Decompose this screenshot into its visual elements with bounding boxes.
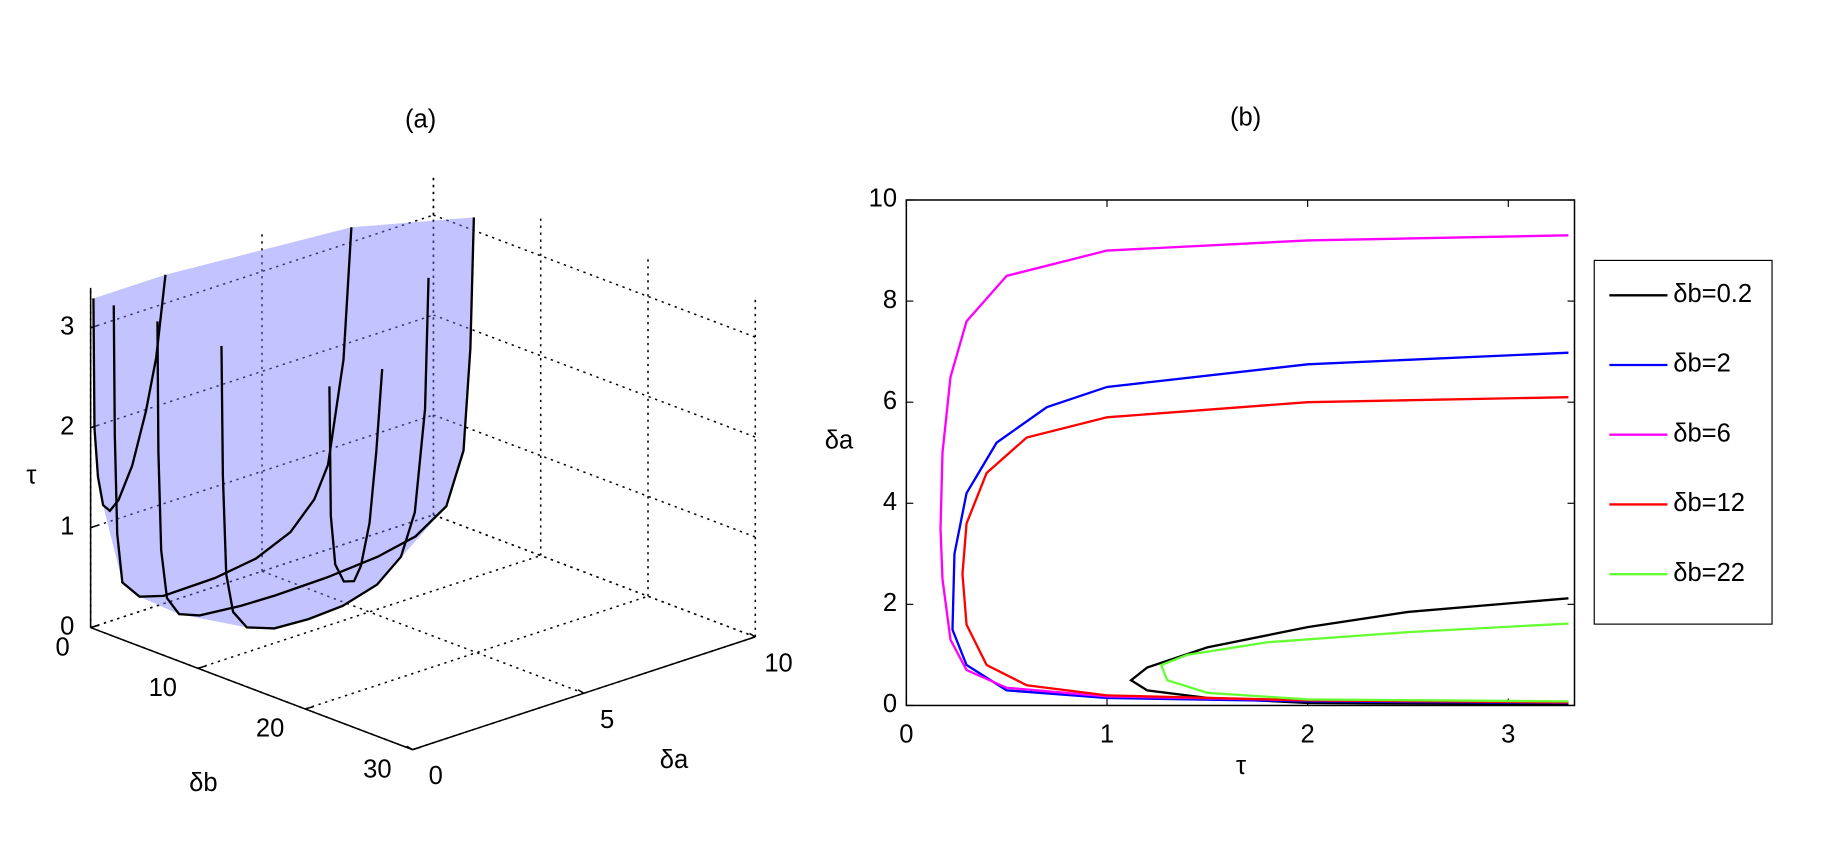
x-tick-label: 3 <box>1501 720 1515 748</box>
x-tick-label: 10 <box>764 650 792 678</box>
legend-label: δb=6 <box>1673 419 1731 447</box>
grid-line <box>304 595 649 710</box>
grid-line <box>433 214 756 338</box>
y-tick-label: 6 <box>883 387 897 415</box>
plot-frame <box>905 199 1576 707</box>
surface <box>92 217 474 629</box>
y-tick-label: 10 <box>149 674 177 702</box>
y-tick-label: 30 <box>363 755 391 783</box>
z-tick-label: 2 <box>60 412 74 440</box>
legend-label: δb=22 <box>1673 559 1745 587</box>
x-tick <box>577 689 585 694</box>
panel-a-title: (a) <box>405 106 436 134</box>
x-tick-label: 0 <box>899 720 913 748</box>
y-tick <box>412 746 421 751</box>
y-tick-label: 4 <box>883 488 897 516</box>
y-axis-label: δb <box>189 769 217 797</box>
z-tick-label: 3 <box>60 313 74 341</box>
x-tick-label: 5 <box>600 706 614 734</box>
z-tick-label: 1 <box>60 512 74 540</box>
y-tick <box>197 665 207 670</box>
z-axis-label: τ <box>26 461 36 489</box>
surface-curve <box>328 368 384 583</box>
surface-curve <box>220 277 430 630</box>
line-series <box>951 351 1569 705</box>
legend-label: δb=0.2 <box>1673 280 1752 308</box>
y-axis-label: δa <box>825 426 854 454</box>
y-tick-label: 0 <box>56 633 70 661</box>
y-tick-label: 8 <box>883 286 897 314</box>
y-tick-label: 0 <box>883 690 897 718</box>
y-tick <box>90 624 99 629</box>
grid-line <box>433 514 756 638</box>
axis-line <box>90 626 413 751</box>
y-tick-label: 2 <box>883 589 897 617</box>
line-series <box>961 396 1569 704</box>
grid-line <box>433 414 756 538</box>
y-tick <box>305 705 314 710</box>
x-tick-label: 0 <box>429 762 443 790</box>
grid-line <box>433 314 756 438</box>
surface-curve <box>92 274 167 513</box>
y-tick-label: 10 <box>869 185 897 213</box>
legend-box <box>1593 259 1773 625</box>
y-tick-label: 20 <box>256 715 284 743</box>
z-tick-label: 0 <box>60 612 74 640</box>
x-tick-label: 2 <box>1301 720 1315 748</box>
surface-curve <box>112 227 353 598</box>
grid-line <box>90 314 434 429</box>
line-series <box>939 234 1569 704</box>
x-axis-label: δa <box>660 746 689 774</box>
panel-b-title: (b) <box>1230 103 1261 131</box>
grid-line <box>261 570 585 694</box>
grid-line <box>90 514 434 629</box>
grid-line <box>90 414 434 529</box>
grid-line <box>433 514 756 638</box>
surface-curve <box>156 217 476 617</box>
line-series <box>1159 622 1569 703</box>
x-tick <box>406 745 413 751</box>
legend-label: δb=12 <box>1673 489 1745 517</box>
grid-line <box>197 554 541 669</box>
x-tick <box>749 632 756 638</box>
legend-label: δb=2 <box>1673 350 1731 378</box>
grid-line <box>90 214 434 329</box>
x-axis-label: τ <box>1236 752 1246 780</box>
z-tick <box>90 524 98 529</box>
axis-line <box>412 636 756 751</box>
x-tick-label: 1 <box>1100 720 1114 748</box>
